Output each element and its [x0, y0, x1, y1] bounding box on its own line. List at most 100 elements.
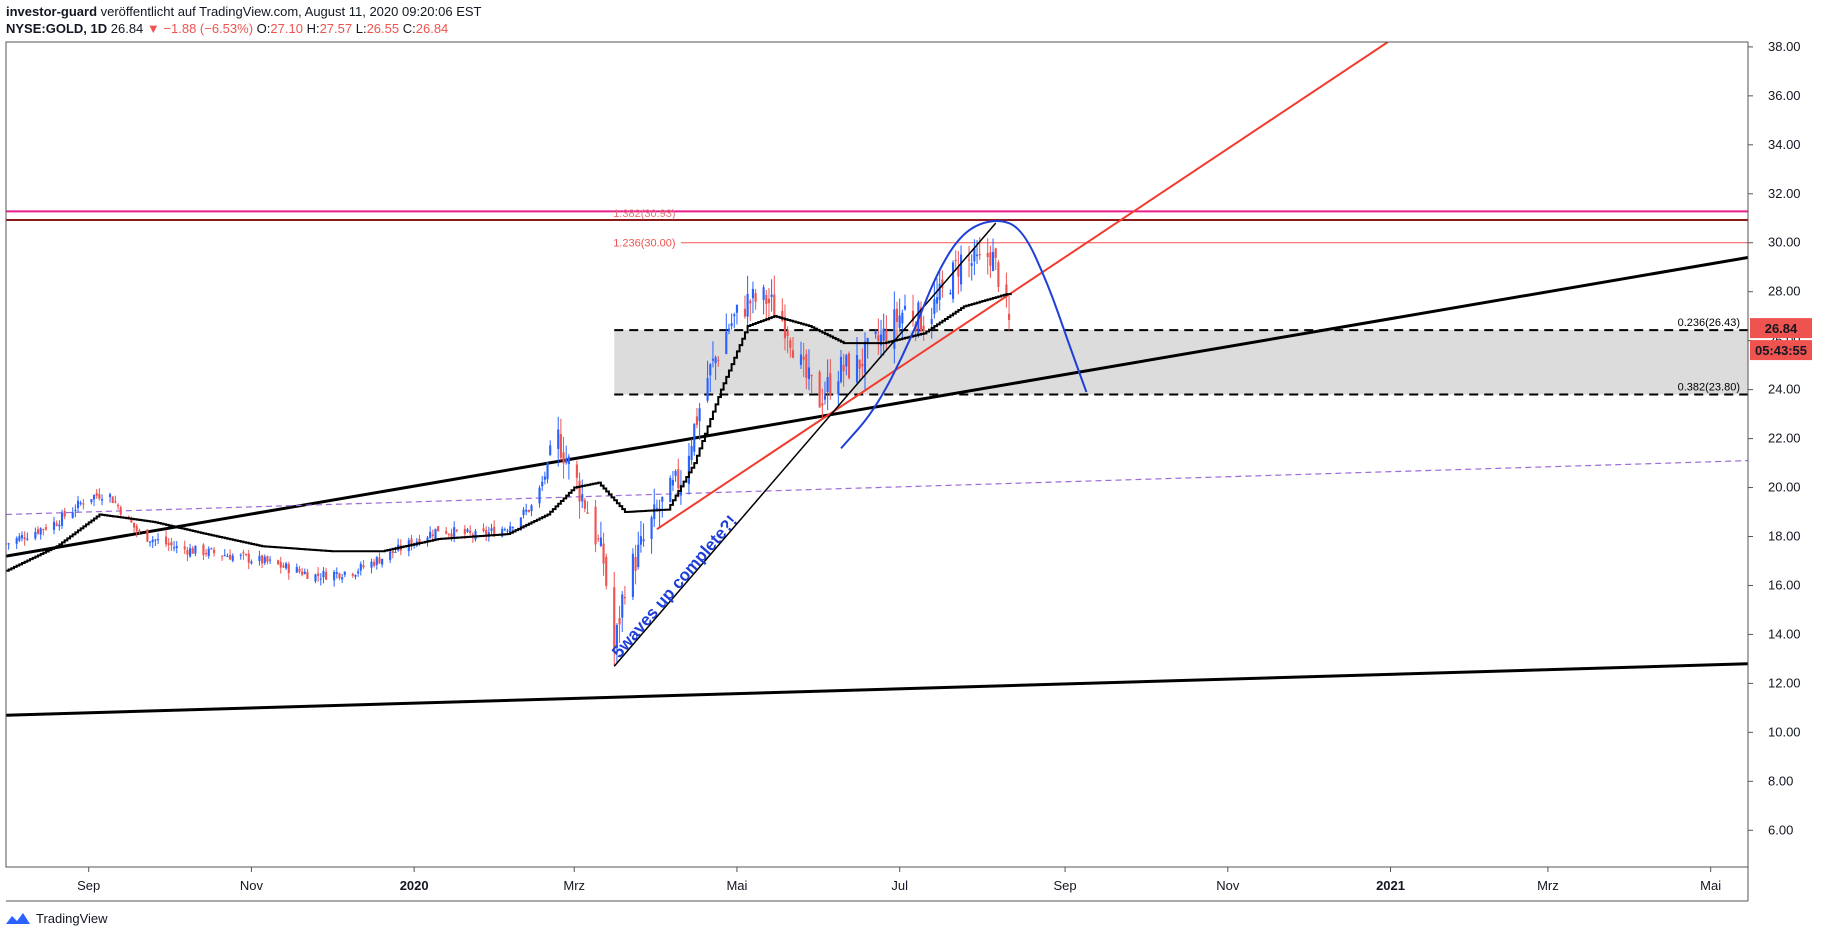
candle-body [735, 304, 739, 313]
candle-body [970, 263, 973, 266]
candle [108, 492, 112, 503]
candle-body [565, 458, 568, 463]
candle [154, 538, 157, 546]
candle [132, 522, 136, 533]
candle [770, 279, 773, 312]
candle-body [773, 294, 776, 318]
candle-body [543, 476, 546, 480]
candle [189, 543, 192, 558]
candle [893, 291, 896, 364]
candle [90, 499, 93, 505]
candle [298, 565, 301, 574]
candle [263, 554, 266, 566]
candle [762, 284, 765, 315]
candle [789, 337, 792, 358]
candle [866, 337, 869, 359]
candle-body [978, 254, 981, 256]
fib-label: 0.236(26.43) [1678, 317, 1740, 329]
candle-body [175, 546, 178, 549]
candle-body [661, 496, 664, 502]
candle [44, 524, 48, 531]
candle-body [810, 374, 813, 377]
candle-body [967, 259, 971, 261]
candle [266, 555, 269, 565]
candle [485, 526, 488, 541]
candle-body [229, 554, 232, 560]
candle-body [490, 528, 493, 531]
candle-body [786, 330, 789, 336]
symbol-name[interactable]: NYSE:GOLD, 1D [6, 21, 108, 36]
candle-body [357, 571, 360, 574]
candle-body [375, 557, 378, 565]
candle-body [335, 572, 338, 574]
red-trendline [656, 42, 1389, 530]
candle-body [167, 543, 170, 545]
candle [709, 363, 712, 393]
candle-body [911, 310, 915, 322]
candle-body [389, 551, 392, 560]
candle-body [639, 536, 642, 545]
candle [991, 238, 995, 272]
candle [207, 546, 210, 559]
candle [522, 507, 525, 519]
y-tick-label: 12.00 [1768, 675, 1801, 690]
candle [687, 442, 690, 495]
candle-body [138, 530, 141, 532]
candle-body [306, 571, 309, 579]
x-tick-label: Mrz [1537, 878, 1559, 893]
candle [82, 498, 85, 510]
candle [799, 341, 803, 370]
candle-body [277, 560, 280, 565]
candle-body [743, 308, 747, 317]
countdown-badge-text: 05:43:55 [1755, 343, 1807, 358]
candle-body [599, 537, 602, 546]
candle-body [874, 331, 877, 335]
candle [743, 295, 747, 319]
publisher-name[interactable]: investor-guard [6, 4, 98, 19]
candle-body [322, 570, 325, 578]
candle-body [605, 556, 608, 586]
candle [258, 550, 261, 566]
candle [546, 462, 549, 484]
candle-body [183, 546, 186, 550]
candle [599, 521, 602, 548]
candle-body [410, 538, 413, 547]
candle-body [266, 556, 269, 562]
candle [839, 349, 843, 384]
candle-body [879, 334, 883, 346]
open-label: O: [256, 21, 271, 36]
candle [791, 337, 795, 359]
candle-body [482, 528, 485, 532]
candle [575, 460, 578, 490]
footer-brand[interactable]: TradingView [4, 910, 108, 926]
candle-body [671, 479, 674, 486]
candle-body [434, 528, 437, 539]
candle [863, 332, 867, 390]
candle-body [79, 502, 82, 504]
candle-body [191, 548, 194, 554]
candle-body [559, 434, 562, 458]
candle [474, 528, 477, 542]
candle [698, 403, 701, 441]
candle-body [269, 559, 272, 561]
candle-body [226, 556, 229, 558]
candle [287, 561, 290, 580]
candle-body [597, 538, 600, 540]
candle-body [602, 543, 605, 564]
candle-body [114, 501, 117, 503]
candle [58, 520, 61, 531]
candle-body [538, 487, 541, 504]
candle [295, 563, 298, 574]
x-tick-label: Nov [240, 878, 264, 893]
candle [250, 559, 253, 565]
x-tick-label: 2021 [1376, 878, 1405, 893]
candle-body [922, 325, 925, 332]
candle-body [522, 509, 525, 516]
candle-body [493, 526, 496, 537]
candle-body [530, 505, 533, 512]
candle-body [1005, 284, 1008, 294]
candle-body [637, 544, 640, 568]
candle-body [90, 499, 93, 503]
candle [997, 259, 1000, 292]
